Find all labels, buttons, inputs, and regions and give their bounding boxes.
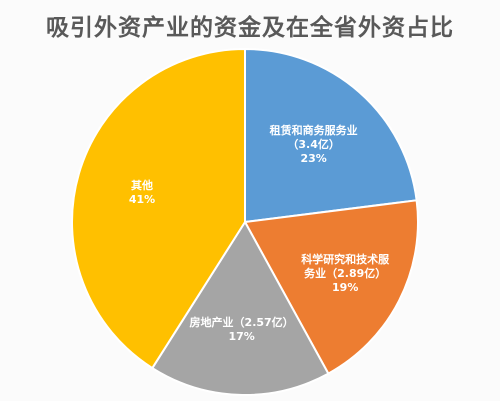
slice-label-2-line-3: 19%	[332, 281, 358, 294]
slice-label-4-line-1: 其他	[131, 178, 153, 192]
slice-label-2-line-2: 务业（2.89亿）	[304, 266, 386, 280]
slice-label-1-line-3: 23%	[300, 152, 326, 165]
slice-label-4-line-2: 41%	[129, 193, 155, 206]
slice-label-1-line-2: （3.4亿）	[287, 137, 340, 151]
slice-label-3-line-1: 房地产业（2.57亿）	[190, 315, 294, 329]
chart-title: 吸引外资产业的资金及在全省外资占比	[46, 15, 454, 41]
slice-label-3-line-2: 17%	[228, 330, 254, 343]
pie-slice-3	[150, 220, 330, 396]
slice-label-1-line-1: 租赁和商务服务业	[270, 123, 358, 137]
pie-slice-1	[244, 47, 418, 224]
slice-label-2-line-1: 科学研究和技术服	[301, 252, 390, 266]
pie-slice-2	[243, 199, 419, 375]
pie-slice-4	[71, 47, 246, 370]
